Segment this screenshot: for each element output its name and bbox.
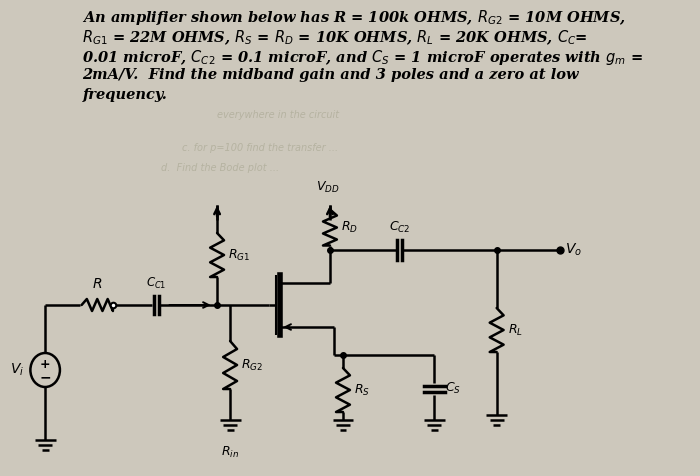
Text: R: R [92,277,102,291]
Text: $V_{DD}$: $V_{DD}$ [316,180,340,195]
Text: $C_{C2}$: $C_{C2}$ [389,220,410,235]
Text: everywhere in the circuit: everywhere in the circuit [217,110,339,120]
Text: $R_D$: $R_D$ [341,220,358,235]
Text: +: + [40,357,50,370]
Text: $R_{in}$: $R_{in}$ [221,445,239,460]
Text: $R_{G2}$: $R_{G2}$ [241,357,263,373]
Text: d.  Find the Bode plot ...: d. Find the Bode plot ... [160,163,279,173]
Text: An amplifier shown below has R = 100k OHMS, $R_{G2}$ = 10M OHMS,: An amplifier shown below has R = 100k OH… [83,8,626,27]
Text: c. for p=100 find the transfer ...: c. for p=100 find the transfer ... [182,143,339,153]
Text: 0.01 microF, $C_{C2}$ = 0.1 microF, and $C_S$ = 1 microF operates with $g_m$ =: 0.01 microF, $C_{C2}$ = 0.1 microF, and … [83,48,643,67]
Text: frequency.: frequency. [83,88,167,102]
Text: $R_{G1}$ = 22M OHMS, $R_S$ = $R_D$ = 10K OHMS, $R_L$ = 20K OHMS, $C_C$=: $R_{G1}$ = 22M OHMS, $R_S$ = $R_D$ = 10K… [83,28,588,47]
Text: −: − [39,370,51,384]
Text: 2mA/V.  Find the midband gain and 3 poles and a zero at low: 2mA/V. Find the midband gain and 3 poles… [83,68,579,82]
Text: $R_S$: $R_S$ [354,382,370,397]
Text: $C_{C1}$: $C_{C1}$ [146,276,167,291]
Text: $R_{G1}$: $R_{G1}$ [228,248,251,263]
Text: $V_i$: $V_i$ [10,362,25,378]
Text: $R_L$: $R_L$ [508,322,523,337]
Text: $C_S$: $C_S$ [445,381,461,396]
Text: $V_o$: $V_o$ [566,242,582,258]
